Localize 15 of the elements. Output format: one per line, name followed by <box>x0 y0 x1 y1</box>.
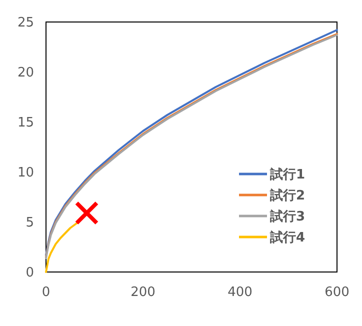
x-tick-label: 200 <box>130 285 156 300</box>
x-tick-label: 600 <box>324 285 350 300</box>
legend-label: 試行2 <box>269 188 306 204</box>
legend-label: 試行4 <box>269 230 306 246</box>
legend-label: 試行1 <box>269 166 306 183</box>
y-tick-label: 25 <box>17 16 34 31</box>
x-tick-label: 0 <box>42 285 50 300</box>
line-series <box>45 222 78 273</box>
y-tick-label: 0 <box>26 266 34 281</box>
y-tick-label: 20 <box>17 66 34 81</box>
y-tick-label: 5 <box>26 216 34 231</box>
x-tick-label: 400 <box>228 285 252 300</box>
y-tick-label: 10 <box>17 166 34 181</box>
y-tick-label: 15 <box>17 116 34 131</box>
legend-label: 試行3 <box>269 208 306 225</box>
